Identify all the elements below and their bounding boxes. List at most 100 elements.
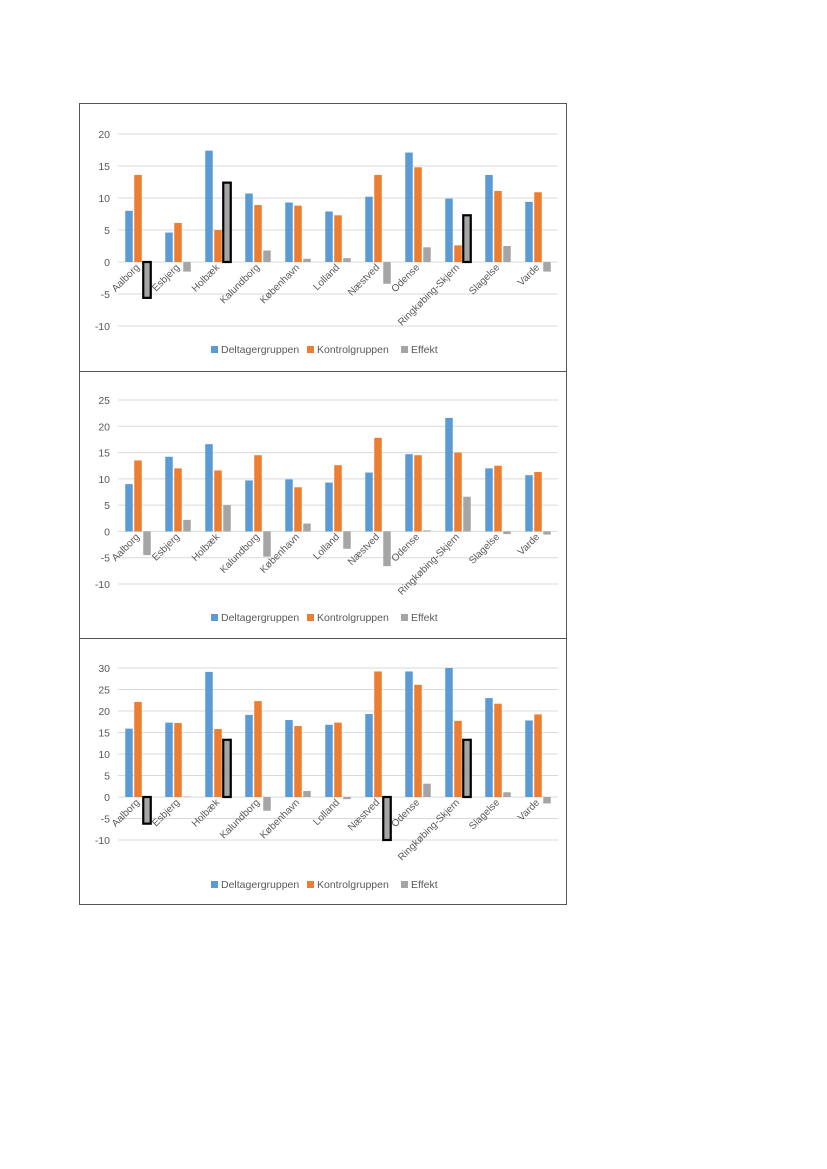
bar [383,531,391,567]
highlighted-bar [222,738,232,799]
bar [365,714,373,797]
bar [405,671,413,797]
highlighted-bar [222,181,232,264]
bar [165,232,173,262]
legend-swatch [307,614,314,621]
bar-chart-2: -10 -5 0 5 10 15 20 25 Aalborg Esbjerg HolbækKalun… [95,395,558,624]
series-1 [125,150,533,262]
bar [485,468,493,532]
bar [503,531,511,535]
bar [334,215,342,262]
series-3 [142,181,551,299]
series-3 [143,496,551,567]
chart-panel-1: -10 -5 0 5 10 15 20 Aalborg Esbjerg Holbæk Kalundb… [80,104,566,371]
bar [285,202,293,262]
y-tick-label: 25 [98,685,110,697]
bar [254,701,262,797]
x-tick-label: Lolland [312,262,343,293]
bar [383,262,391,284]
bar [245,714,253,797]
bar [494,703,502,797]
bar [125,210,133,262]
x-tick-label: Lolland [312,797,343,828]
bar [454,452,462,532]
bar [183,519,191,532]
legend-label: Deltagergruppen [221,879,299,891]
legend: Deltagergruppen Kontrolgruppen Effekt [211,344,438,356]
y-tick-label: -10 [95,835,110,847]
bar [303,790,311,797]
x-tick-label: Aalborg [110,532,142,564]
y-tick-label: 20 [98,706,110,718]
bar [165,722,173,797]
bar [245,193,253,262]
legend-label: Effekt [411,612,438,624]
bar [254,455,262,532]
y-tick-label: 0 [104,792,110,804]
bar [254,205,262,262]
x-tick-label: Aalborg [110,262,142,294]
x-tick-label: Holbæk [190,797,223,830]
x-tick-label: Odense [390,262,423,295]
bar [205,671,213,797]
y-tick-label: 20 [98,129,110,141]
x-tick-label: Slagelse [467,797,502,832]
bar [325,211,333,262]
bar [414,455,422,532]
x-tick-label: Esbjerg [150,532,182,564]
bar [525,475,533,532]
y-tick-label: 10 [98,193,110,205]
bar [445,198,453,262]
bar [365,472,373,532]
bar [214,470,222,532]
legend: Deltagergruppen Kontrolgruppen Effekt [211,879,438,891]
bar [143,531,151,556]
x-tick-label: Odense [390,531,423,564]
x-tick-label: Slagelse [467,262,502,297]
y-tick-label: 10 [98,474,110,486]
bar [285,479,293,532]
y-tick-label: 5 [104,771,110,783]
highlighted-bar [462,214,472,264]
bar [294,487,302,532]
bar [503,792,511,797]
bar [214,729,222,797]
x-tick-label: Varde [516,797,542,823]
bar [303,258,311,262]
bar [263,250,271,262]
y-tick-label: -5 [101,553,110,565]
highlighted-bar [142,795,152,825]
bar [183,262,191,272]
bar-chart-1: -10 -5 0 5 10 15 20 Aalborg Esbjerg HolbækKalundb… [95,129,558,356]
bar [374,437,382,532]
bar [423,247,431,262]
bar [374,671,382,797]
bar [165,456,173,532]
y-tick-label: 5 [104,225,110,237]
x-tick-label: Aalborg [110,797,142,829]
bar [134,460,142,532]
bar [134,701,142,797]
y-tick-label: 0 [104,257,110,269]
bar [174,723,182,797]
bar [125,728,133,797]
bar [174,222,182,262]
legend-swatch [401,881,408,888]
bar-chart-3: -10 -5 0 5 10 15 20 25 30 Aalborg Esbjerg HolbækKal… [95,663,558,891]
bar [454,720,462,797]
x-tick-label: Kalundborg [218,532,262,576]
x-tick-label: Esbjerg [150,797,182,829]
bar [485,174,493,262]
legend-label: Deltagergruppen [221,344,299,356]
legend-label: Deltagergruppen [221,612,299,624]
y-tick-label: -5 [101,289,110,301]
bar [285,720,293,797]
x-tick-label: Slagelse [467,531,502,566]
highlighted-bar [142,260,152,299]
legend-label: Kontrolgruppen [317,344,389,356]
charts-frame: -10 -5 0 5 10 15 20 Aalborg Esbjerg Holbæk Kalundb… [79,103,567,905]
y-tick-label: 10 [98,749,110,761]
x-tick-label: Holbæk [190,262,223,295]
bar [343,531,351,549]
highlighted-bar [382,795,392,842]
